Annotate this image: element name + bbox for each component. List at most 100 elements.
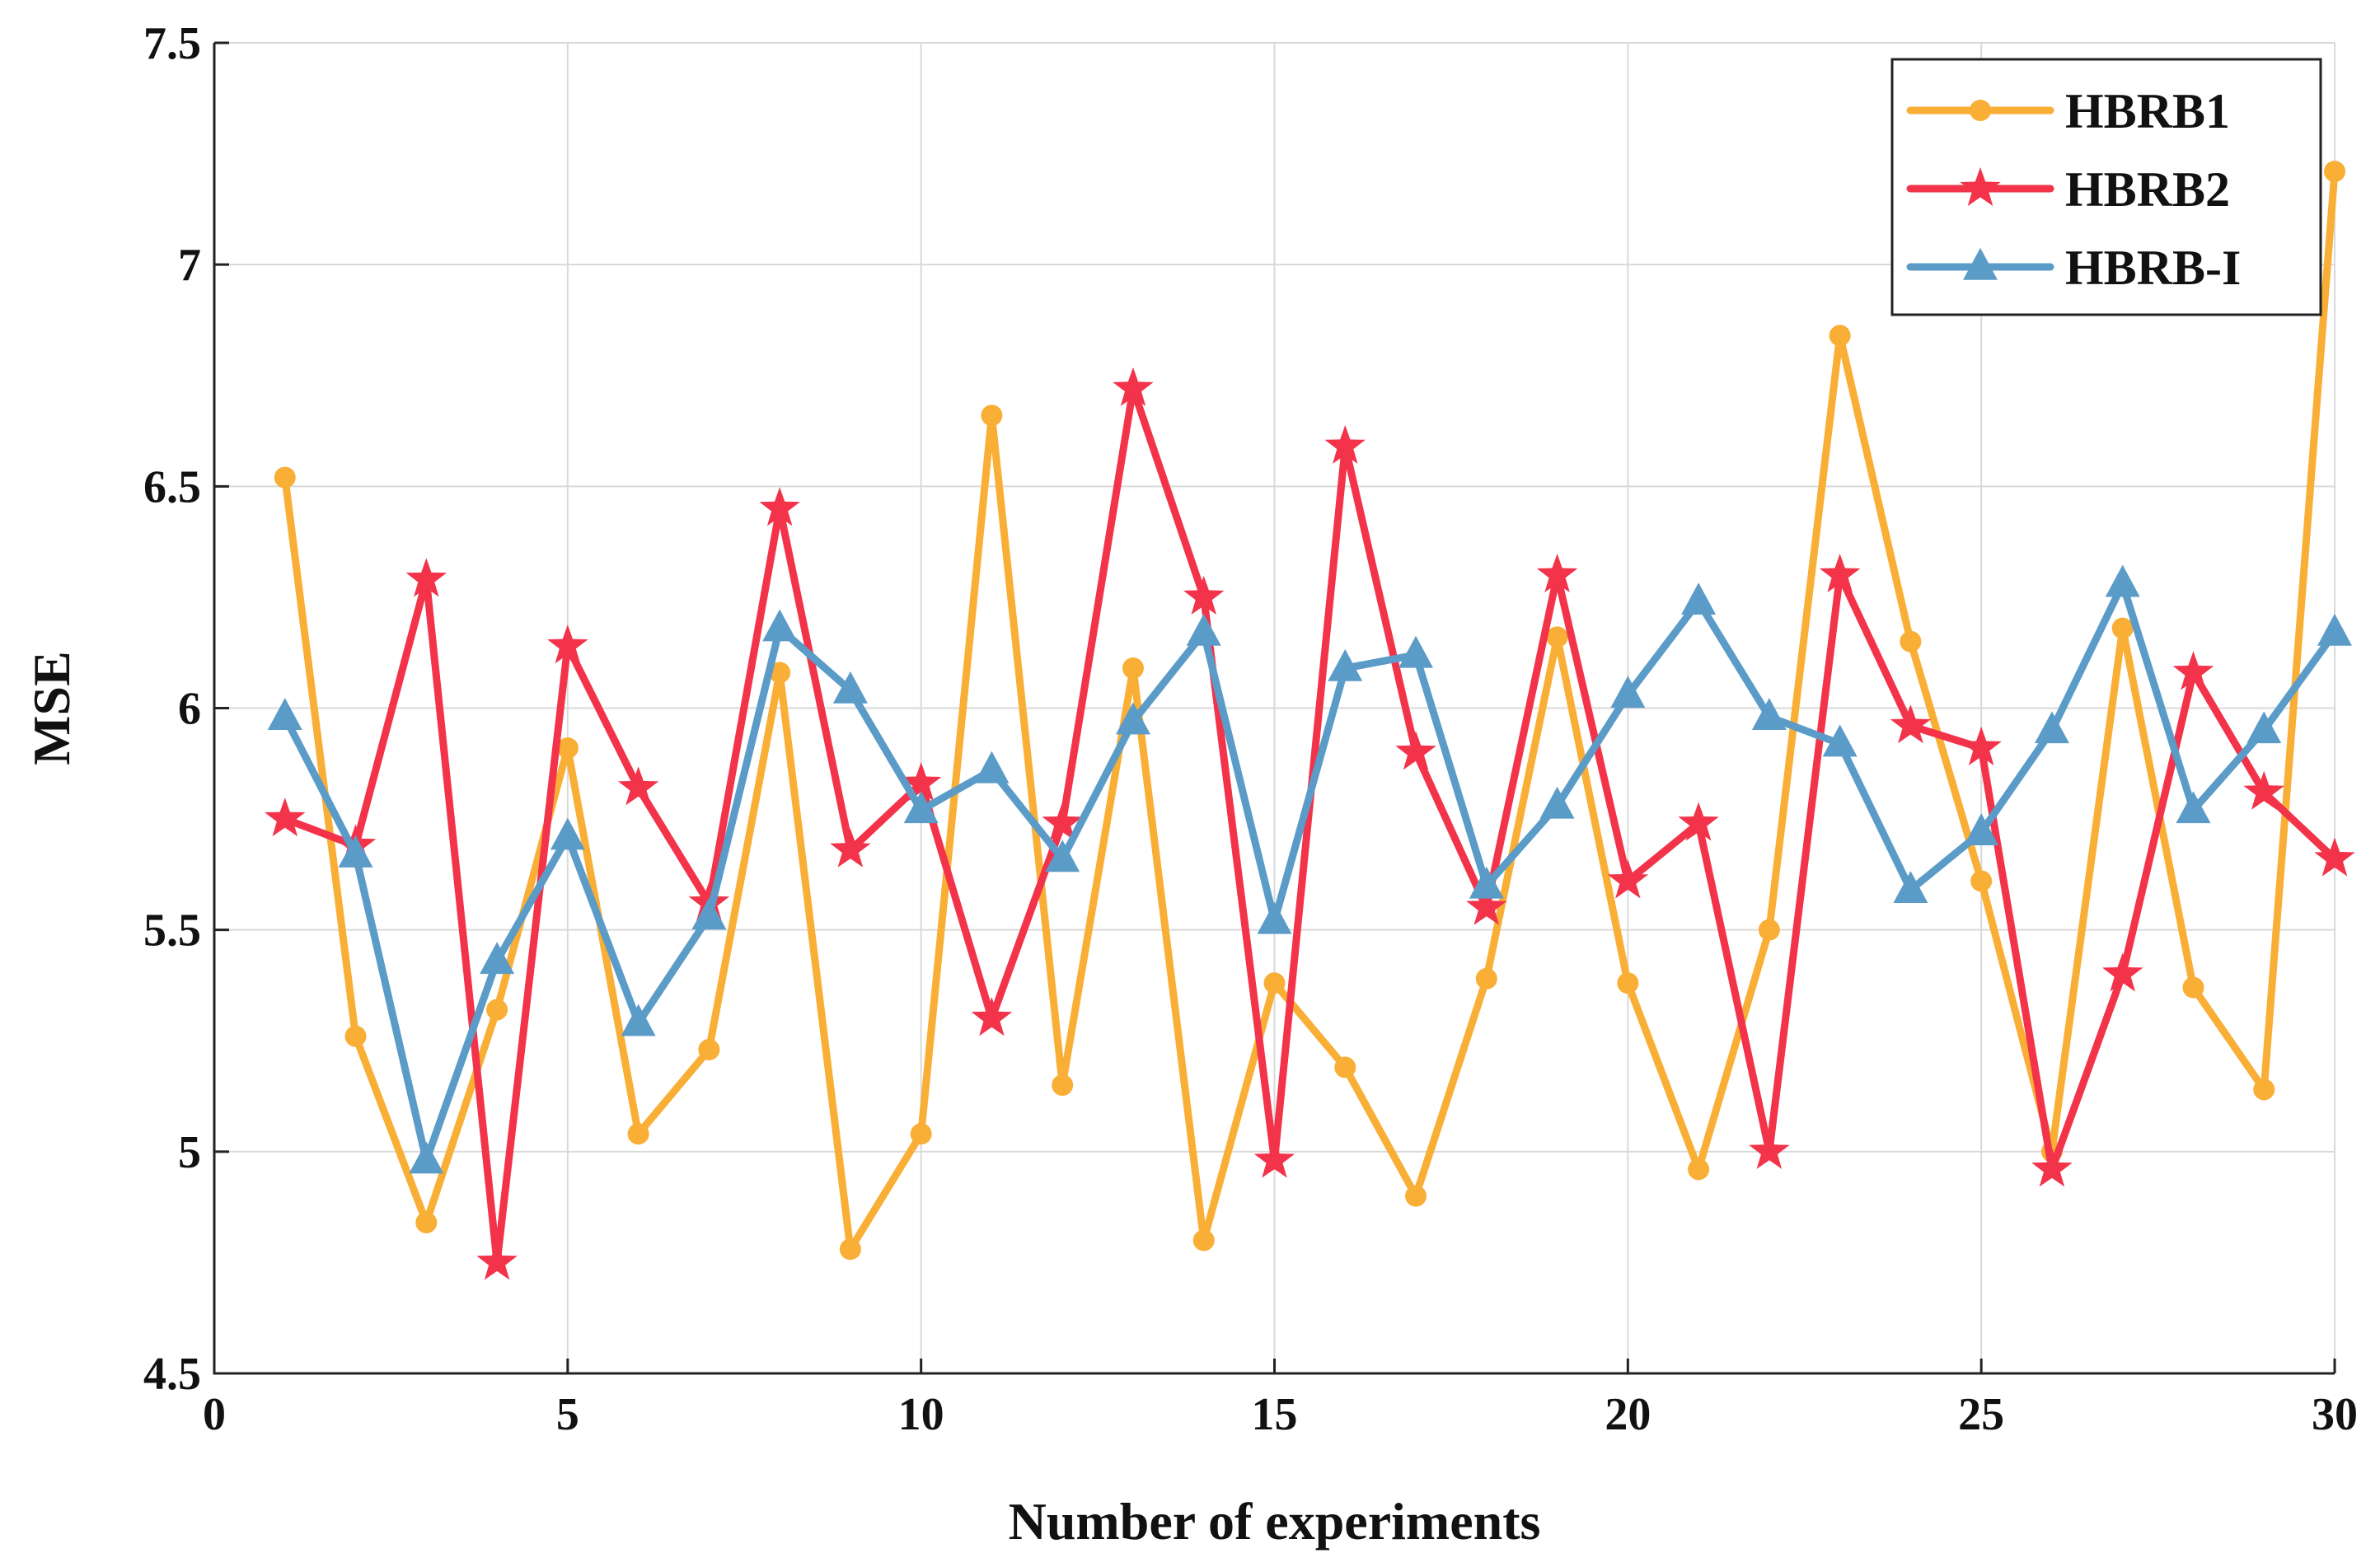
data-point-hbrb-i — [1115, 702, 1150, 735]
data-point-hbrb2 — [900, 762, 942, 802]
data-point-hbrb-i — [409, 1141, 444, 1174]
data-point-hbrb1 — [1263, 972, 1286, 994]
data-point-hbrb-i — [762, 609, 798, 642]
series-layer — [265, 161, 2355, 1280]
legend-label: HBRB-I — [2065, 241, 2241, 295]
data-point-hbrb1 — [769, 662, 791, 684]
y-tick-label: 6.5 — [143, 461, 201, 512]
data-point-hbrb1 — [839, 1238, 861, 1261]
data-point-hbrb-i — [267, 698, 302, 731]
data-point-hbrb2 — [2031, 1148, 2073, 1187]
data-point-hbrb2 — [2172, 651, 2214, 690]
data-point-hbrb1 — [981, 405, 1003, 427]
data-point-hbrb1 — [1758, 919, 1780, 941]
data-point-hbrb1 — [486, 999, 508, 1021]
data-point-hbrb2 — [2102, 952, 2143, 992]
data-point-hbrb1 — [1475, 967, 1497, 989]
data-point-hbrb-i — [832, 671, 868, 704]
data-point-hbrb1 — [2182, 976, 2204, 999]
data-point-hbrb2 — [1466, 886, 1507, 925]
data-point-hbrb2 — [1819, 554, 1861, 592]
data-point-hbrb2 — [1324, 424, 1366, 464]
data-point-hbrb1 — [1192, 1229, 1215, 1251]
data-point-hbrb1 — [1052, 1074, 1074, 1097]
data-point-hbrb-i — [1186, 613, 1221, 646]
data-point-hbrb2 — [1042, 802, 1083, 841]
x-tick-label: 25 — [1958, 1389, 2004, 1440]
data-point-hbrb-i — [2034, 711, 2069, 744]
data-point-hbrb-i — [1964, 813, 1999, 845]
x-tick-label: 5 — [556, 1389, 579, 1440]
data-point-hbrb1 — [1900, 630, 1922, 653]
data-point-hbrb1 — [2111, 617, 2134, 639]
data-point-hbrb2 — [971, 997, 1013, 1036]
data-point-hbrb2 — [1253, 1139, 1295, 1178]
data-point-hbrb-i — [2176, 791, 2211, 824]
x-tick-label: 30 — [2312, 1389, 2358, 1440]
data-point-hbrb-i — [1257, 901, 1292, 934]
data-point-hbrb-i — [1751, 698, 1787, 731]
y-tick-label: 6 — [178, 684, 201, 735]
y-tick-label: 5 — [178, 1127, 201, 1178]
x-tick-label: 20 — [1605, 1389, 1651, 1440]
x-tick-label: 15 — [1252, 1389, 1298, 1440]
data-point-hbrb-i — [621, 1003, 656, 1036]
legend-label: HBRB1 — [2065, 84, 2230, 138]
data-point-hbrb-i — [338, 835, 373, 868]
data-point-hbrb2 — [1536, 554, 1578, 592]
data-point-hbrb1 — [910, 1123, 932, 1145]
legend-marker — [1970, 100, 1991, 121]
data-point-hbrb-i — [1469, 866, 1504, 899]
data-point-hbrb2 — [1678, 802, 1719, 841]
legend-entry-hbrb-i: HBRB-I — [1906, 241, 2241, 295]
data-point-hbrb2 — [617, 766, 659, 806]
data-point-hbrb1 — [1334, 1056, 1356, 1078]
data-point-hbrb-i — [550, 817, 585, 850]
data-point-hbrb1 — [344, 1025, 367, 1047]
legend-entry-hbrb2: HBRB2 — [1906, 162, 2230, 217]
series-hbrb-i — [267, 564, 2352, 1174]
series-line-hbrb1 — [281, 167, 2339, 1253]
data-point-hbrb2 — [476, 1241, 518, 1280]
data-point-hbrb2 — [1113, 367, 1154, 406]
data-point-hbrb-i — [1681, 582, 1717, 615]
y-axis-title: MSE — [22, 651, 81, 765]
data-point-hbrb1 — [1970, 870, 1993, 892]
data-point-hbrb2 — [1961, 726, 2002, 765]
data-point-hbrb-i — [1328, 648, 1363, 681]
data-point-hbrb1 — [2253, 1078, 2275, 1101]
data-point-hbrb1 — [1829, 325, 1851, 347]
data-point-hbrb2 — [405, 558, 447, 597]
data-point-hbrb2 — [2243, 770, 2284, 810]
series-hbrb1 — [274, 161, 2345, 1261]
data-point-hbrb2 — [2314, 837, 2355, 877]
y-tick-label: 7.5 — [143, 18, 201, 69]
data-point-hbrb2 — [1749, 1130, 1790, 1169]
data-point-hbrb-i — [691, 897, 727, 930]
data-point-hbrb1 — [415, 1211, 438, 1233]
series-line-hbrb-i — [281, 580, 2339, 1165]
axes-layer: 0 5 10 15 20 25 30 4.5 5 5.5 6 6.5 7 7.5 — [143, 18, 2358, 1440]
y-tick-label: 4.5 — [143, 1349, 201, 1400]
legend-entry-hbrb1: HBRB1 — [1906, 84, 2230, 138]
data-point-hbrb-i — [1539, 786, 1575, 819]
data-point-hbrb1 — [1122, 657, 1144, 680]
data-point-hbrb-i — [480, 942, 515, 975]
x-tick-label: 0 — [203, 1389, 226, 1440]
data-point-hbrb1 — [1405, 1185, 1427, 1207]
data-point-hbrb1 — [698, 1039, 720, 1061]
data-point-hbrb2 — [830, 828, 871, 868]
data-point-hbrb2 — [265, 798, 306, 837]
y-tick-label: 7 — [178, 240, 201, 291]
data-point-hbrb1 — [556, 737, 579, 759]
data-point-hbrb-i — [2246, 711, 2282, 744]
data-point-hbrb-i — [2105, 564, 2140, 597]
data-point-hbrb-i — [2317, 613, 2352, 646]
data-point-hbrb2 — [547, 624, 588, 664]
legend-marker — [1960, 167, 2001, 206]
data-point-hbrb-i — [1893, 871, 1928, 903]
data-point-hbrb1 — [2324, 161, 2345, 183]
data-point-hbrb2 — [1183, 575, 1225, 615]
